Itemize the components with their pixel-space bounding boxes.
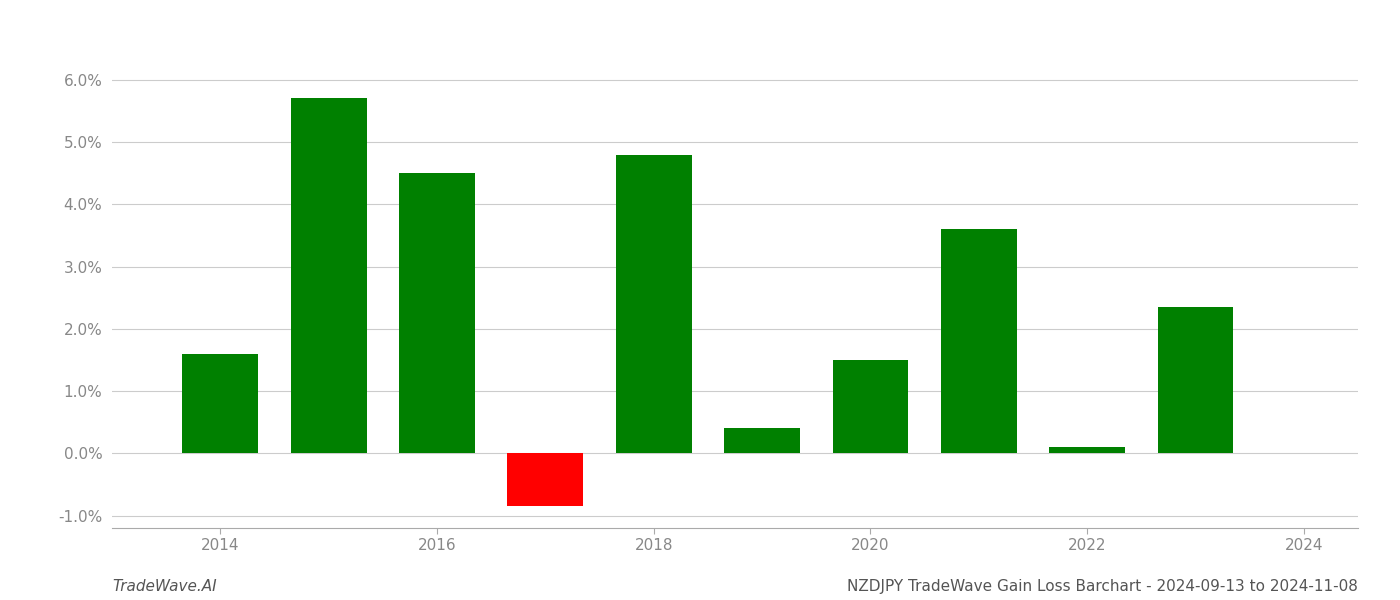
- Bar: [1158, 307, 1233, 454]
- Bar: [399, 173, 475, 454]
- Bar: [1049, 447, 1126, 454]
- Text: NZDJPY TradeWave Gain Loss Barchart - 2024-09-13 to 2024-11-08: NZDJPY TradeWave Gain Loss Barchart - 20…: [847, 579, 1358, 594]
- Text: TradeWave.AI: TradeWave.AI: [112, 579, 217, 594]
- Bar: [833, 360, 909, 454]
- Bar: [507, 454, 584, 506]
- Bar: [291, 98, 367, 454]
- Bar: [724, 428, 799, 454]
- Bar: [941, 229, 1016, 454]
- Bar: [616, 154, 692, 454]
- Bar: [182, 353, 258, 454]
